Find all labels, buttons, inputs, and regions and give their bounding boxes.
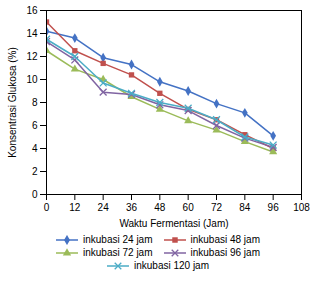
html-text:inkubasi 24 jam: inkubasi 24 jam — [83, 234, 153, 245]
svg-text:14: 14 — [26, 28, 38, 39]
svg-text:Konsentrasi Glukosa (%): Konsentrasi Glukosa (%) — [7, 47, 18, 158]
svg-text:12: 12 — [69, 202, 81, 213]
svg-text:24: 24 — [98, 202, 110, 213]
svg-text:108: 108 — [293, 202, 310, 213]
svg-text:8: 8 — [32, 97, 38, 108]
svg-text:2: 2 — [32, 166, 38, 177]
html-text:inkubasi 120 jam: inkubasi 120 jam — [134, 260, 209, 271]
svg-text:0: 0 — [44, 202, 50, 213]
svg-text:0: 0 — [32, 189, 38, 200]
svg-text:96: 96 — [268, 202, 280, 213]
svg-text:6: 6 — [32, 120, 38, 131]
svg-text:Waktu Fermentasi (Jam): Waktu Fermentasi (Jam) — [119, 218, 228, 229]
svg-text:12: 12 — [26, 51, 38, 62]
svg-text:4: 4 — [32, 143, 38, 154]
html-text:inkubasi 72 jam: inkubasi 72 jam — [83, 247, 153, 258]
svg-text:16: 16 — [26, 5, 38, 16]
svg-text:10: 10 — [26, 74, 38, 85]
svg-text:72: 72 — [211, 202, 223, 213]
svg-text:48: 48 — [154, 202, 166, 213]
svg-text:60: 60 — [183, 202, 195, 213]
html-text:inkubasi 96 jam: inkubasi 96 jam — [190, 247, 260, 258]
svg-text:84: 84 — [239, 202, 251, 213]
svg-text:36: 36 — [126, 202, 138, 213]
html-text:inkubasi 48 jam: inkubasi 48 jam — [190, 234, 260, 245]
